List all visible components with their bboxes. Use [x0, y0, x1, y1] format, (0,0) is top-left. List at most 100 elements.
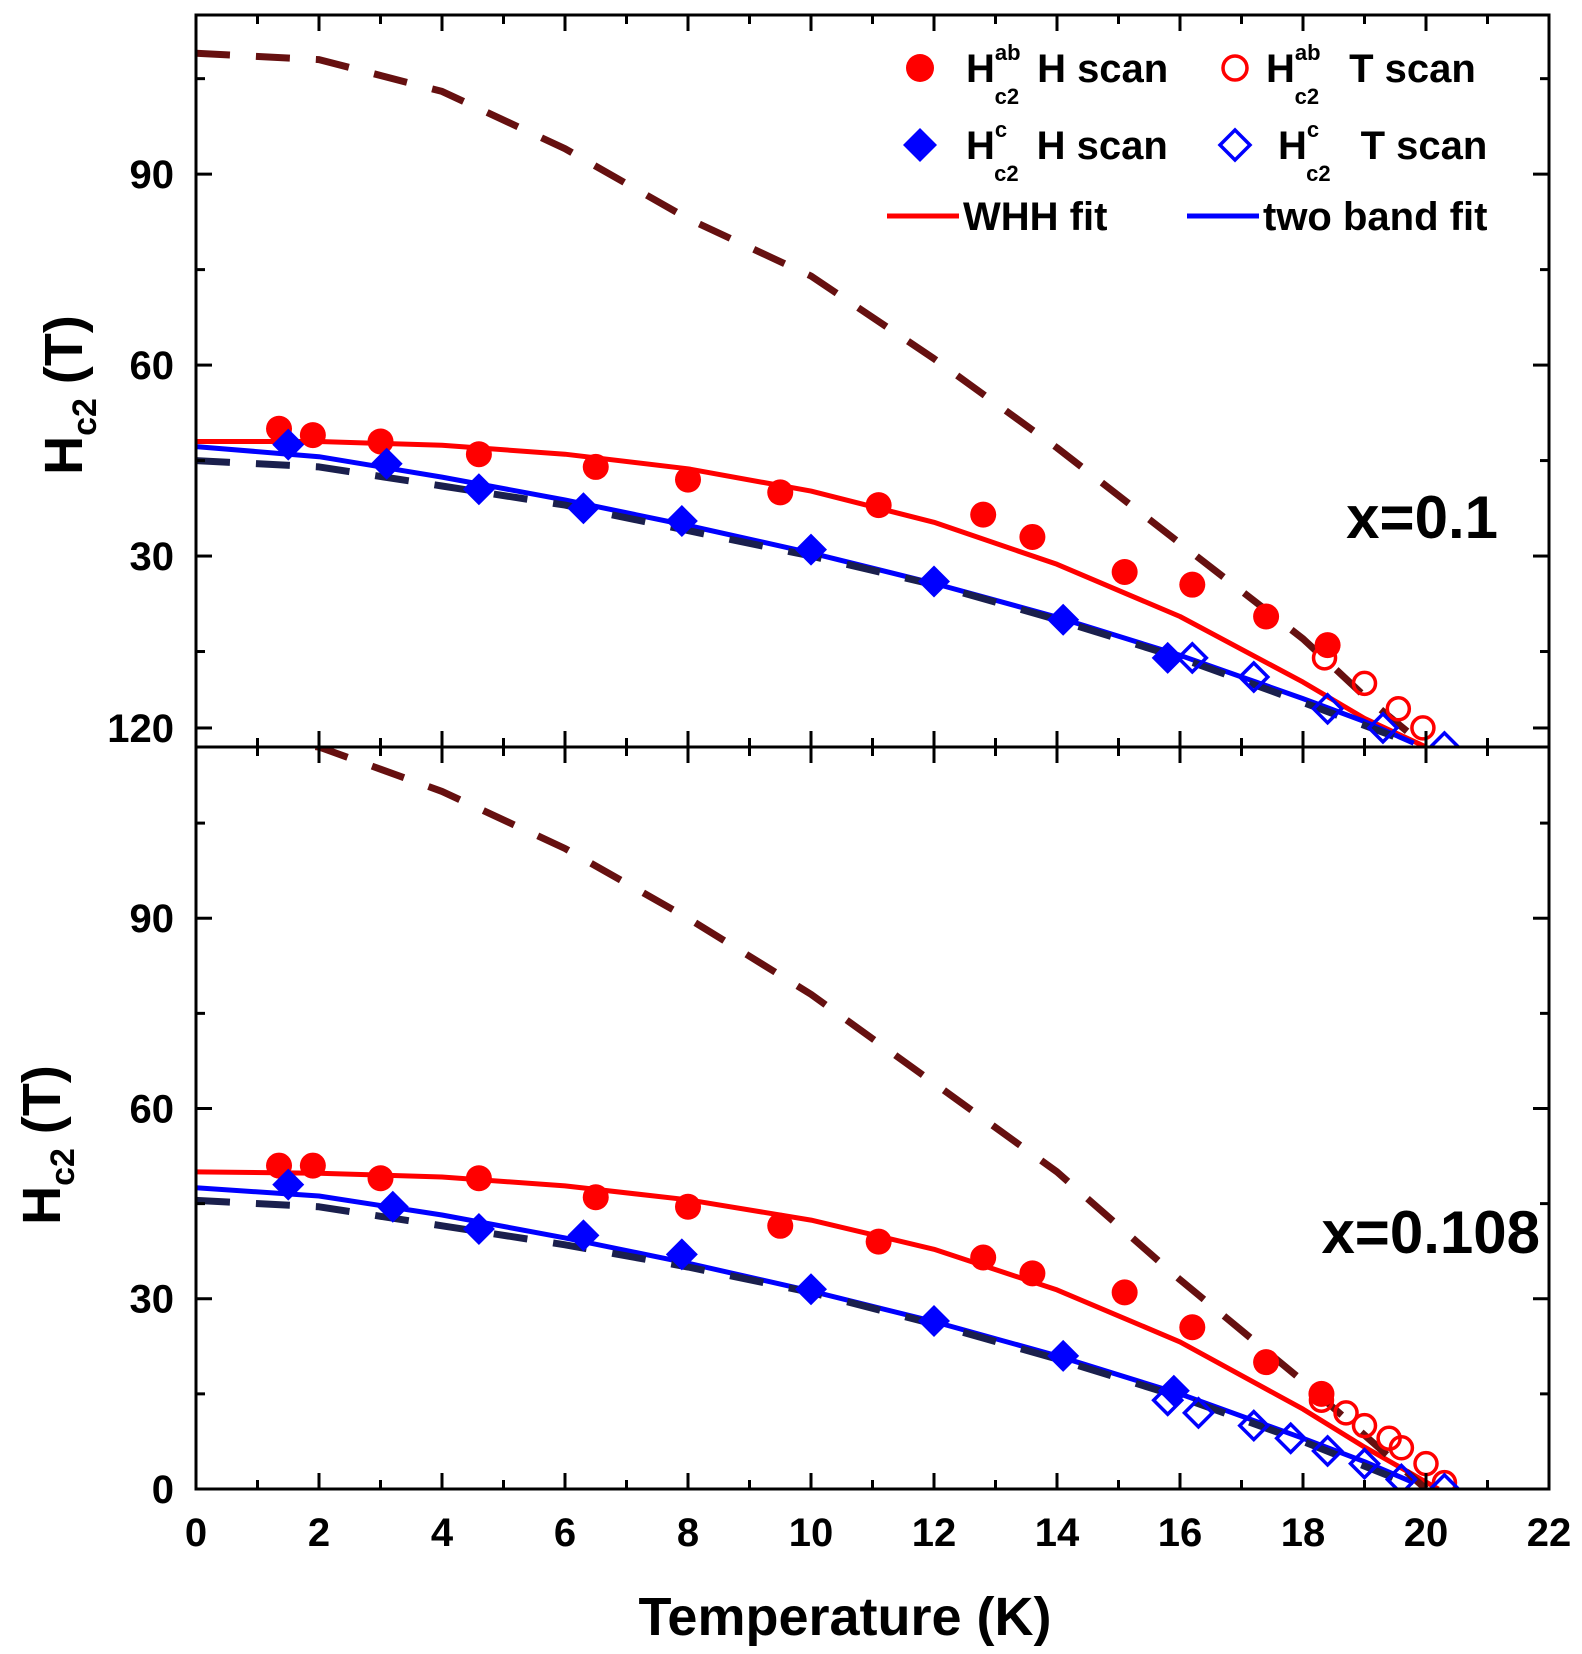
data-point: [1311, 645, 1338, 671]
legend: Hab c2 H scan Hab c2 T scan Hc c2 H scan Hc c2 T sc…: [887, 40, 1487, 239]
axes-frame: [194, 13, 1551, 749]
bottom-panel: [196, 747, 1461, 1489]
axes-frames: 30 60 90 120 0 2 4 6 8 10 12 14 16 18 20 22 0 30 60 90 120: [107, 0, 1571, 1555]
data-point: [675, 466, 701, 493]
dashed-curve: [284, 747, 1429, 1489]
y-axis-title-bottom: Hc2 (T): [12, 1065, 82, 1225]
legend-label-sup: ab: [995, 40, 1021, 65]
data-point: [272, 1168, 305, 1201]
legend-label-sup: c: [1307, 117, 1319, 142]
x-tick-label: 20: [1404, 1511, 1449, 1555]
data-point: [1431, 1469, 1458, 1489]
top-panel: [196, 49, 1461, 747]
legend-label: WHH fit: [963, 195, 1107, 239]
data-point: [1311, 1434, 1345, 1468]
data-point: [970, 501, 997, 528]
svg-text:Hc2(T): Hc2 (T): [12, 1065, 82, 1225]
data-point: [1111, 1279, 1138, 1306]
data-point: [1311, 692, 1345, 726]
data-point: [376, 1190, 409, 1223]
y-tick-label: 120: [107, 0, 174, 6]
legend-label-sub: c2: [995, 84, 1019, 109]
data-point: [370, 447, 403, 480]
legend-marker: [903, 128, 937, 162]
data-point: [665, 505, 698, 538]
x-tick-label: 4: [431, 1511, 454, 1555]
data-point: [299, 422, 326, 449]
y-title-unit: (T): [12, 1065, 72, 1134]
x-tick-label: 18: [1281, 1511, 1326, 1555]
legend-label-base: H: [966, 124, 995, 168]
x-tick-label: 0: [185, 1511, 207, 1555]
legend-label: Hab c2 H scan: [966, 40, 1168, 109]
data-point: [1019, 1260, 1046, 1287]
legend-label-sup: ab: [1295, 40, 1321, 65]
data-point: [1047, 603, 1080, 636]
data-point: [367, 1165, 394, 1192]
legend-label-sub: c2: [1306, 161, 1330, 186]
legend-item: Hab c2 H scan: [906, 40, 1168, 109]
y-title-base: H: [34, 436, 94, 475]
data-point: [1410, 715, 1436, 741]
data-point: [1181, 1396, 1215, 1430]
x-tick-label: 12: [912, 1511, 957, 1555]
legend-item: WHH fit: [887, 195, 1107, 239]
data-point: [1308, 1380, 1335, 1407]
data-point: [1427, 730, 1461, 747]
data-point: [795, 533, 827, 566]
data-point: [1308, 1387, 1335, 1413]
legend-label-base: H: [1278, 124, 1307, 168]
legend-label-text: H scan: [1037, 124, 1168, 168]
axes-frame: [194, 745, 1551, 1491]
y-title-base: H: [12, 1186, 72, 1225]
data-point: [465, 441, 492, 468]
legend-label: Hc c2 H scan: [966, 117, 1168, 186]
legend-marker: [1221, 54, 1249, 82]
data-point: [1019, 523, 1046, 550]
data-point: [462, 1212, 495, 1245]
y-title-unit: (T): [34, 315, 94, 384]
y-title-sub: c2: [44, 1148, 82, 1186]
legend-label-text: T scan: [1349, 47, 1476, 91]
data-point: [582, 1184, 609, 1211]
y-tick-label: 60: [130, 344, 175, 388]
panel-label-bottom: x=0.108: [1321, 1199, 1540, 1266]
data-point: [1351, 1412, 1378, 1439]
legend-label-base: H: [966, 47, 995, 91]
x-tick-label: 16: [1158, 1511, 1203, 1555]
y-tick-label: 30: [130, 535, 175, 579]
x-tick-label: 2: [308, 1511, 330, 1555]
data-point: [1388, 1435, 1415, 1461]
y-axis-title-top: Hc2 (T): [34, 315, 104, 475]
data-point: [1351, 670, 1378, 697]
data-point: [1427, 1472, 1461, 1489]
data-point: [665, 1238, 698, 1271]
data-point: [1179, 1314, 1206, 1341]
legend-label-base: H: [1266, 47, 1295, 91]
plot-area: [196, 747, 1461, 1489]
fit-curve: [196, 1185, 1415, 1485]
x-tick-label: 22: [1527, 1511, 1572, 1555]
x-tick-label: 14: [1035, 1511, 1080, 1555]
data-point: [1111, 558, 1138, 585]
data-point: [1237, 1409, 1271, 1443]
x-tick-label: 8: [677, 1511, 699, 1555]
data-point: [1366, 711, 1400, 745]
legend-item: Hc c2 T scan: [1217, 117, 1487, 186]
dashed-curve: [196, 457, 1415, 747]
legend-label-sub: c2: [994, 161, 1018, 186]
dashed-curve: [196, 49, 1429, 747]
legend-label-sub: c2: [1295, 84, 1319, 109]
legend-item: Hc c2 H scan: [903, 117, 1168, 186]
data-point: [567, 1219, 600, 1252]
data-point: [1413, 1450, 1439, 1477]
svg-text:Hc2(T): Hc2 (T): [34, 315, 104, 475]
legend-item: two band fit: [1187, 195, 1487, 239]
data-point: [1384, 1463, 1418, 1489]
y-tick-label: 120: [107, 707, 174, 751]
data-point: [675, 1193, 701, 1220]
data-point: [1151, 641, 1184, 674]
data-point: [918, 565, 950, 598]
data-point: [1237, 660, 1271, 694]
